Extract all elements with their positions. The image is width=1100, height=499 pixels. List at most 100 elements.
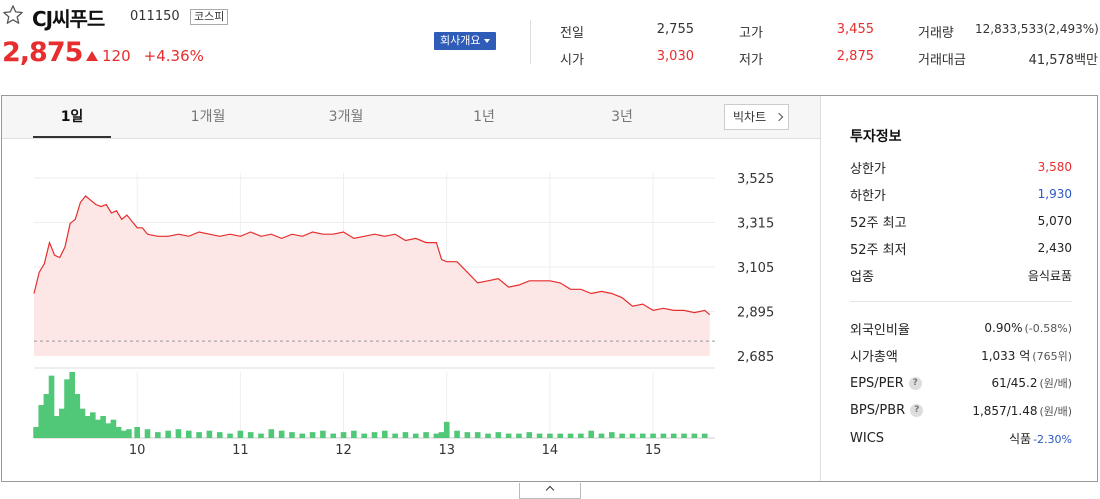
bigchart-button[interactable]: 빅차트 [724, 104, 789, 130]
up-triangle-icon [86, 51, 98, 61]
quote-label-high: 고가 [739, 26, 763, 41]
volume-bar [371, 432, 378, 438]
info-value-sub: (원/배) [1039, 377, 1072, 390]
y-tick-label: 3,315 [737, 217, 774, 232]
quote-value-low: 2,875 [836, 49, 874, 64]
info-value: 1,033 억 (765위) [981, 347, 1072, 364]
info-label: 하한가 [850, 188, 886, 204]
header-divider [530, 20, 531, 64]
volume-bar [402, 432, 409, 438]
stock-name: CJ씨푸드 [32, 7, 105, 31]
x-tick-label: 10 [129, 443, 146, 458]
y-tick-label: 3,105 [737, 261, 774, 276]
bigchart-label: 빅차트 [733, 110, 767, 124]
volume-bar [79, 408, 86, 438]
quote-value-trade-value: 41,578백만 [1028, 53, 1098, 68]
info-value-main: 0.90% [984, 321, 1023, 335]
volume-bar [320, 430, 326, 438]
info-value: 1,857/1.48 (원/배) [972, 403, 1072, 419]
current-price: 2,875 [2, 37, 83, 68]
info-label-text: 시가총액 [850, 350, 898, 365]
volume-bar [247, 432, 254, 438]
chevron-up-icon [545, 485, 555, 495]
info-label: BPS/PBR? [850, 403, 924, 418]
price-line [33, 195, 711, 316]
info-value-sub: (765위) [1032, 350, 1072, 363]
help-icon[interactable]: ? [908, 376, 922, 390]
tab-1month[interactable]: 1개월 [190, 109, 226, 125]
info-label: 상한가 [850, 161, 886, 177]
volume-bar [598, 433, 605, 438]
info-value-main: 1,033 억 [981, 349, 1031, 363]
intraday-chart[interactable]: 3,525 3,315 3,105 2,895 2,685 10 11 12 13 14 15 [2, 140, 820, 481]
star-outline-icon[interactable] [2, 4, 24, 26]
volume-bar [48, 375, 55, 438]
volume-bar [196, 432, 202, 438]
volume-bar [660, 433, 667, 438]
volume-bar [536, 433, 543, 438]
tab-3year[interactable]: 3년 [611, 109, 633, 125]
volume-bar [330, 433, 337, 438]
info-value-main: 1,857/1.48 [972, 403, 1038, 418]
info-value-main: 61/45.2 [991, 376, 1038, 390]
volume-bar [84, 416, 91, 438]
volume-bar [33, 427, 39, 438]
company-overview-button[interactable]: 회사개요 [434, 32, 497, 50]
x-tick-label: 12 [335, 443, 352, 458]
volume-bar [423, 432, 429, 438]
tab-1year[interactable]: 1년 [473, 109, 495, 125]
quote-value-open: 3,030 [656, 49, 694, 64]
info-label: 52주 최저 [850, 242, 907, 258]
info-row: 52주 최고 5,070 [850, 212, 1072, 231]
info-divider [850, 301, 1072, 302]
volume-bar [412, 433, 419, 438]
quote-label-trade-value: 거래대금 [918, 53, 966, 68]
quote-label-low: 저가 [739, 53, 763, 68]
info-row: EPS/PER? 61/45.2 (원/배) [850, 374, 1072, 392]
info-row: 52주 최저 2,430 [850, 239, 1072, 258]
info-value-sub: (원/배) [1039, 404, 1072, 418]
info-row: 시가총액 1,033 억 (765위) [850, 347, 1072, 365]
volume-bar [258, 433, 264, 438]
volume-bar [100, 416, 106, 438]
info-label-text: EPS/PER [850, 375, 904, 391]
tab-3month[interactable]: 3개월 [328, 109, 364, 125]
chevron-right-icon [774, 112, 784, 122]
volume-bar [438, 432, 445, 438]
volume-bar [340, 432, 347, 438]
volume-bar [155, 432, 161, 438]
volume-bar [309, 432, 316, 438]
info-label-text: WICS [850, 430, 885, 446]
volume-bar [382, 430, 388, 438]
info-value-main: 식품 [1008, 431, 1032, 446]
info-row: 외국인비율 0.90% (-0.58%) [850, 319, 1072, 338]
volume-bar [43, 394, 50, 438]
volume-bar [691, 433, 698, 438]
volume-bar [433, 433, 440, 438]
volume-bar [216, 432, 223, 438]
price-change: 120 +4.36% [86, 47, 204, 65]
info-value: 3,580 [1037, 160, 1072, 174]
info-label: 업종 [850, 269, 874, 285]
x-tick-label: 11 [232, 443, 249, 458]
volume-bar [185, 430, 192, 438]
help-icon[interactable]: ? [910, 404, 924, 417]
volume-bar [701, 433, 708, 438]
info-value: 5,070 [1037, 214, 1072, 228]
info-value: 0.90% (-0.58%) [984, 321, 1072, 335]
tab-1day[interactable]: 1일 [33, 96, 111, 138]
volume-bar [464, 432, 471, 438]
volume-bar [392, 433, 398, 438]
volume-bar [361, 433, 367, 438]
volume-bar [289, 432, 295, 438]
volume-bar [629, 433, 636, 438]
volume-bar [516, 433, 522, 438]
collapse-button[interactable] [519, 483, 581, 499]
change-amount: 120 [102, 47, 131, 65]
side-divider [820, 96, 821, 481]
quote-value-volume: 12,833,533(2,493%) [975, 22, 1099, 36]
volume-bar [567, 433, 574, 438]
volume-bar [74, 394, 81, 438]
info-label: WICS [850, 431, 884, 446]
chart-panel: 1일 1개월 3개월 1년 3년 빅차트 3,525 3,315 3,105 2,89… [1, 95, 1098, 482]
